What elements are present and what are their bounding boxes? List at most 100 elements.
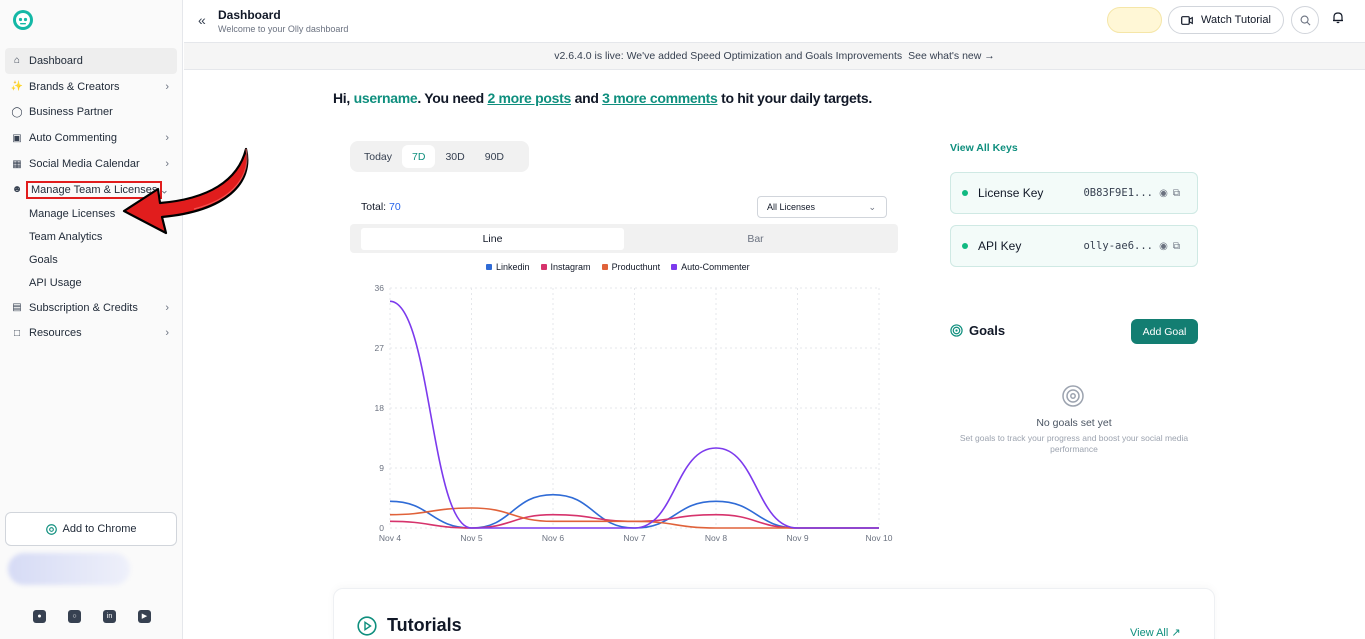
greeting-and: and xyxy=(574,90,599,106)
x-tick-label: Nov 10 xyxy=(866,533,893,543)
more-comments-link[interactable]: 3 more comments xyxy=(602,90,718,106)
sidebar-item-label: Social Media Calendar xyxy=(29,158,140,171)
sidebar-item-business-partner[interactable]: ◯ Business Partner xyxy=(5,100,177,126)
sidebar-item-label: Business Partner xyxy=(29,106,113,119)
legend-label: Producthunt xyxy=(611,262,661,272)
sidebar-item-label: Subscription & Credits xyxy=(29,301,138,314)
sidebar: ⌂ Dashboard ✨ Brands & Creators › ◯ Busi… xyxy=(0,0,183,639)
bell-icon[interactable] xyxy=(1332,11,1344,24)
sidebar-item-social-media-calendar[interactable]: ▦ Social Media Calendar › xyxy=(5,151,177,177)
y-tick-label: 18 xyxy=(375,403,385,413)
external-link-icon: ↗ xyxy=(1171,627,1181,639)
legend-item-instagram: Instagram xyxy=(540,262,591,272)
sidebar-item-label: Auto Commenting xyxy=(29,132,118,145)
credits-pill[interactable] xyxy=(1107,7,1162,33)
top-header: « Dashboard Welcome to your Olly dashboa… xyxy=(184,0,1365,43)
chevron-right-icon: › xyxy=(165,132,169,145)
sidebar-item-subscription-credits[interactable]: ▤ Subscription & Credits › xyxy=(5,295,177,321)
tab-line[interactable]: Line xyxy=(361,227,624,250)
daily-target-greeting: Hi, username. You need 2 more posts and … xyxy=(333,90,872,106)
see-whats-new-link[interactable]: See what's new → xyxy=(908,50,995,62)
card-icon: ▤ xyxy=(12,302,22,314)
sidebar-subitem-team-analytics[interactable]: Team Analytics xyxy=(29,231,103,244)
bot-icon: ▣ xyxy=(12,132,22,144)
status-dot xyxy=(962,243,968,249)
watch-tutorial-button[interactable]: Watch Tutorial xyxy=(1168,6,1284,34)
search-icon xyxy=(1300,15,1310,25)
chart-legend: Linkedin Instagram Producthunt Auto-Comm… xyxy=(486,262,750,272)
api-key-label: API Key xyxy=(978,239,1022,253)
legend-label: Auto-Commenter xyxy=(681,262,750,272)
tutorials-header: Tutorials xyxy=(357,615,462,636)
sidebar-item-auto-commenting[interactable]: ▣ Auto Commenting › xyxy=(5,125,177,151)
goals-header: Goals xyxy=(950,323,1005,338)
view-all-keys-link[interactable]: View All Keys xyxy=(950,142,1018,154)
greeting-hi: Hi, xyxy=(333,90,350,106)
chrome-icon xyxy=(45,523,57,535)
view-all-label: View All xyxy=(1130,627,1169,639)
no-goals-subtext: Set goals to track your progress and boo… xyxy=(959,433,1189,454)
video-icon xyxy=(1181,15,1193,25)
legend-swatch xyxy=(601,264,608,270)
legend-label: Instagram xyxy=(550,262,591,272)
discord-icon[interactable]: ● xyxy=(33,610,46,623)
annotation-arrow-icon xyxy=(122,147,249,235)
chart-type-tabs: Line Bar xyxy=(350,224,898,253)
greeting-part2: to hit your daily targets. xyxy=(721,90,872,106)
license-key-label: License Key xyxy=(978,186,1044,200)
book-icon: □ xyxy=(13,327,21,339)
goals-title: Goals xyxy=(969,323,1006,338)
legend-item-producthunt: Producthunt xyxy=(601,262,661,272)
social-links: ● ○ in ▶ xyxy=(33,610,151,623)
view-all-tutorials-link[interactable]: View All ↗ xyxy=(1130,626,1181,639)
chat-icon: ◯ xyxy=(11,106,23,118)
no-goals-text: No goals set yet xyxy=(1036,417,1112,429)
tab-30d[interactable]: 30D xyxy=(445,150,465,163)
search-button[interactable] xyxy=(1291,6,1319,34)
youtube-icon[interactable]: ▶ xyxy=(138,610,151,623)
license-key-card: License Key 0B83F9E1... ◉⧉ xyxy=(950,172,1198,214)
legend-swatch xyxy=(671,264,678,270)
sidebar-item-resources[interactable]: □ Resources › xyxy=(5,321,177,347)
tab-today[interactable]: Today xyxy=(364,150,393,163)
target-icon xyxy=(1062,385,1084,407)
chevron-down-icon: ⌄ xyxy=(868,201,876,212)
sidebar-subitem-api-usage[interactable]: API Usage xyxy=(29,277,82,290)
add-to-chrome-button[interactable]: Add to Chrome xyxy=(5,512,177,546)
sidebar-item-manage-team-licenses[interactable]: ☻ Manage Team & Licenses ⌄ xyxy=(5,177,177,203)
sidebar-item-dashboard[interactable]: ⌂ Dashboard xyxy=(5,48,177,74)
sidebar-subitem-goals[interactable]: Goals xyxy=(29,254,58,267)
legend-swatch xyxy=(486,264,492,270)
users-icon: ☻ xyxy=(11,184,23,196)
home-icon: ⌂ xyxy=(13,55,21,67)
sidebar-item-brands-creators[interactable]: ✨ Brands & Creators › xyxy=(5,74,177,100)
linkedin-icon[interactable]: in xyxy=(103,610,116,623)
tab-7d[interactable]: 7D xyxy=(402,145,436,168)
add-goal-button[interactable]: Add Goal xyxy=(1131,319,1198,344)
user-profile-avatar[interactable] xyxy=(8,553,130,585)
release-banner: v2.6.4.0 is live: We've added Speed Opti… xyxy=(184,43,1365,70)
date-range-tabs: Today 7D 30D 90D xyxy=(350,141,529,172)
instagram-icon[interactable]: ○ xyxy=(68,610,81,623)
reveal-copy-icons[interactable]: ◉⧉ xyxy=(1159,240,1185,252)
legend-label: Linkedin xyxy=(496,262,530,272)
x-tick-label: Nov 4 xyxy=(379,533,401,543)
tutorials-title: Tutorials xyxy=(387,615,462,635)
reveal-copy-icons[interactable]: ◉⧉ xyxy=(1159,187,1185,199)
more-posts-link[interactable]: 2 more posts xyxy=(487,90,571,106)
olly-logo-icon[interactable] xyxy=(12,9,34,31)
chevron-right-icon: › xyxy=(165,80,169,93)
legend-item-linkedin: Linkedin xyxy=(486,262,530,272)
collapse-sidebar-icon[interactable]: « xyxy=(198,12,206,28)
sidebar-subitem-manage-licenses[interactable]: Manage Licenses xyxy=(29,208,116,221)
api-key-value: olly-ae6... xyxy=(1083,240,1153,252)
tab-bar[interactable]: Bar xyxy=(747,232,764,245)
series-line-auto-commenter xyxy=(389,300,879,529)
license-filter-value: All Licenses xyxy=(767,202,816,212)
license-filter-select[interactable]: All Licenses ⌄ xyxy=(757,196,887,218)
status-dot xyxy=(962,190,968,196)
tab-90d[interactable]: 90D xyxy=(484,150,504,163)
sidebar-item-label: Brands & Creators xyxy=(29,80,120,93)
x-tick-label: Nov 6 xyxy=(542,533,564,543)
